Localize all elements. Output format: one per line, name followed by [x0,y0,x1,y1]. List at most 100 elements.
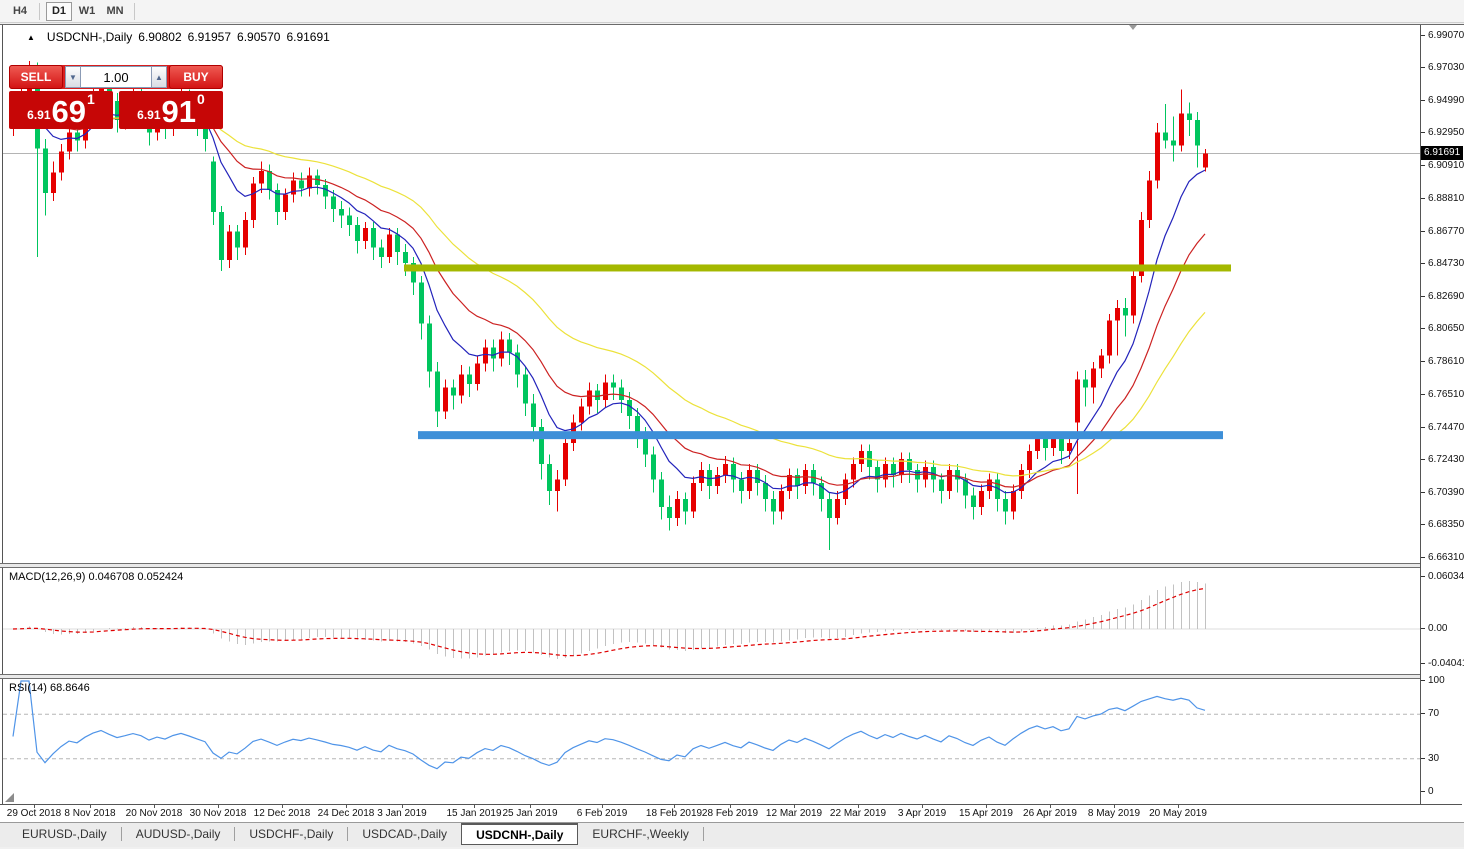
date-axis-label: 8 Nov 2018 [64,808,116,819]
volume-decrease-icon[interactable]: ▼ [65,66,81,88]
date-axis-label: 20 May 2019 [1149,808,1207,819]
date-axis-label: 30 Nov 2018 [189,808,247,819]
rsi-line [12,680,1206,770]
price-axis-label: 6.70390 [1421,487,1464,499]
date-axis-label: 18 Feb 2019 [645,808,703,819]
volume-stepper: ▼ 1.00 ▲ [65,66,167,88]
chart-symbol-period: USDCNH-,Daily [46,30,133,44]
pane-separator[interactable] [0,674,1462,679]
trade-panel-controls: SELL ▼ 1.00 ▲ BUY [9,65,223,89]
macd-histogram [21,581,1206,660]
price-axis-label: 6.94990 [1421,95,1464,107]
sell-price-small: 6.91 [27,108,51,122]
macd-chart [3,581,1420,660]
date-tick [154,805,155,808]
ohlc-low: 6.90570 [237,30,281,44]
date-tick [530,805,531,808]
tab-usdcnh-daily[interactable]: USDCNH-,Daily [461,823,579,845]
date-axis-label: 3 Apr 2019 [897,808,947,819]
date-axis-label: 15 Jan 2019 [446,808,502,819]
buy-button[interactable]: BUY [169,65,223,89]
timeframe-w1-button[interactable]: W1 [78,5,96,17]
macd-pane[interactable]: MACD(12,26,9) 0.046708 0.052424 [2,568,1420,674]
timeframe-toolbar: H4 D1 W1 MN [0,0,1464,23]
macd-signal-line [12,587,1206,657]
current-price-tag: 6.91691 [1421,146,1463,161]
date-tick [730,805,731,808]
collapse-panel-icon[interactable]: ▲ [27,32,35,42]
rsi-axis-label: 70 [1421,708,1439,720]
macd-title: MACD(12,26,9) 0.046708 0.052424 [9,571,184,583]
date-tick [986,805,987,808]
chart-tab-bar: EURUSD-,Daily AUDUSD-,Daily USDCHF-,Daily U… [0,822,1464,847]
date-axis-label: 12 Dec 2018 [253,808,311,819]
date-axis-label: 25 Jan 2019 [502,808,558,819]
date-axis-label: 8 May 2019 [1087,808,1141,819]
timeframe-mn-button[interactable]: MN [106,5,124,17]
date-tick [922,805,923,808]
price-axis-label: 6.90910 [1421,160,1464,172]
price-axis-label: 6.68350 [1421,519,1464,531]
date-tick [90,805,91,808]
buy-price-small: 6.91 [137,108,161,122]
date-axis-label: 28 Feb 2019 [701,808,759,819]
date-axis-label: 22 Mar 2019 [829,808,887,819]
date-tick [858,805,859,808]
one-click-trading-panel: SELL ▼ 1.00 ▲ BUY 6.91 69 1 6.91 [9,65,223,129]
price-axis-label: 6.99070 [1421,30,1464,42]
price-axis-label: 6.72430 [1421,454,1464,466]
date-axis-label: 15 Apr 2019 [959,808,1013,819]
trade-panel-prices: 6.91 69 1 6.91 91 0 [9,91,223,129]
rsi-axis-label: 100 [1421,675,1445,687]
date-axis-label: 12 Mar 2019 [765,808,823,819]
price-axis-label: 6.78610 [1421,356,1464,368]
tab-separator [702,827,704,841]
pane-resize-handle[interactable] [5,793,14,802]
chart-shift-marker [1129,25,1137,30]
price-axis-label: 6.76510 [1421,389,1464,401]
macd-axis-label: 0.060342 [1421,571,1464,583]
date-axis-label: 29 Oct 2018 [6,808,62,819]
date-axis-label: 3 Jan 2019 [377,808,427,819]
price-pane[interactable]: ▲ USDCNH-,Daily 6.90802 6.91957 6.90570 … [2,25,1420,563]
rsi-pane[interactable]: RSI(14) 68.8646 [2,679,1420,804]
volume-input[interactable]: 1.00 [81,66,151,88]
ohlc-close: 6.91691 [286,30,330,44]
price-axis[interactable]: 6.99070 6.97030 6.94990 6.92950 6.90910 6.888… [1420,25,1464,804]
sell-price-big: 69 [51,94,87,129]
timeframe-h4-button[interactable]: H4 [12,5,28,17]
price-axis-label: 6.92950 [1421,127,1464,139]
pane-separator[interactable] [0,563,1462,568]
rsi-axis-label: 0 [1421,786,1434,798]
date-tick [602,805,603,808]
sell-price-box[interactable]: 6.91 69 1 [9,91,113,129]
tab-separator [234,827,236,841]
date-tick [674,805,675,808]
price-axis-label: 6.80650 [1421,323,1464,335]
tab-usdchf-daily[interactable]: USDCHF-,Daily [249,827,334,841]
tab-eurchf-weekly[interactable]: EURCHF-,Weekly [592,827,689,841]
timeframe-d1-button[interactable]: D1 [46,1,72,21]
tab-usdcad-daily[interactable]: USDCAD-,Daily [362,827,448,841]
price-axis-label: 6.84730 [1421,258,1464,270]
ma-slow-line [12,109,1206,477]
date-axis-label: 26 Apr 2019 [1023,808,1077,819]
ohlc-high: 6.91957 [187,30,232,44]
price-axis-label: 6.86770 [1421,226,1464,238]
volume-increase-icon[interactable]: ▲ [151,66,167,88]
date-axis-label: 20 Nov 2018 [125,808,183,819]
tab-eurusd-daily[interactable]: EURUSD-,Daily [22,827,107,841]
date-tick [1050,805,1051,808]
macd-axis-label: 0.00 [1421,623,1447,635]
sell-button[interactable]: SELL [9,65,63,89]
tab-audusd-daily[interactable]: AUDUSD-,Daily [135,827,221,841]
date-axis-label: 24 Dec 2018 [317,808,375,819]
price-axis-label: 6.82690 [1421,291,1464,303]
date-axis[interactable]: 29 Oct 2018 8 Nov 2018 20 Nov 2018 30 Nov 2… [0,804,1462,823]
buy-price-box[interactable]: 6.91 91 0 [119,91,223,129]
price-axis-label: 6.88810 [1421,193,1464,205]
date-tick [402,805,403,808]
ma-medium-line [12,106,1206,488]
toolbar-separator [134,2,135,20]
buy-price-sup: 0 [197,91,205,107]
